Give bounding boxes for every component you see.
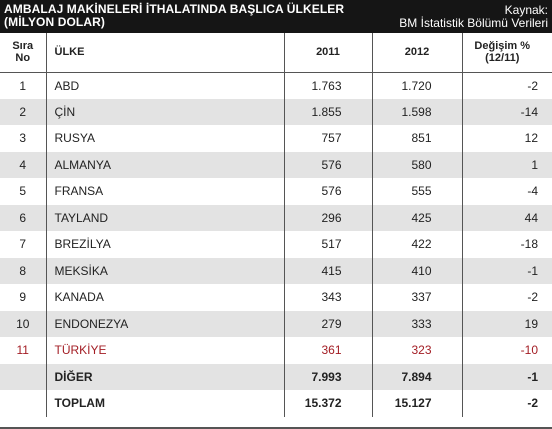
table-header-bar: AMBALAJ MAKİNELERİ İTHALATINDA BAŞLICA Ü…	[0, 0, 552, 33]
col-header-rank: Sıra No	[0, 33, 47, 73]
cell-2011: 415	[284, 257, 373, 284]
cell-rank: 6	[0, 204, 47, 231]
table-row: 2 ÇİN 1.855 1.598 -14	[0, 98, 552, 125]
cell-2011: 517	[284, 231, 373, 258]
cell-2012: 580	[372, 151, 463, 178]
table-row: 5 FRANSA 576 555 -4	[0, 178, 552, 205]
cell-2012: 7.894	[372, 363, 463, 390]
cell-change: -2	[527, 78, 538, 93]
cell-2011: 361	[284, 337, 373, 364]
cell-2012: 333	[372, 310, 463, 337]
cell-country: ALMANYA	[46, 151, 285, 178]
col-header-rank-line2: No	[15, 52, 31, 65]
cell-country: TÜRKİYE	[46, 337, 285, 364]
cell-2012: 323	[372, 337, 463, 364]
cell-rank: 10	[0, 310, 47, 337]
cell-rank	[0, 363, 47, 390]
cell-change: -2	[527, 396, 538, 411]
table-row: 3 RUSYA 757 851 12	[0, 125, 552, 152]
cell-change: -1	[462, 257, 552, 284]
col-header-rank-line1: Sıra	[12, 40, 34, 53]
col-header-change: Değişim % (12/11)	[462, 33, 552, 73]
table-row: 8 MEKSİKA 415 410 -1	[0, 257, 552, 284]
source-label: Kaynak:	[504, 3, 548, 17]
cell-country: TOPLAM	[46, 390, 285, 417]
col-header-2012: 2012	[372, 33, 463, 73]
cell-rank: 3	[0, 125, 47, 152]
cell-2011: 296	[284, 204, 373, 231]
cell-change: -1	[462, 363, 552, 390]
cell-change: 12	[524, 131, 538, 146]
table-row: 6 TAYLAND 296 425 44	[0, 204, 552, 231]
title-line-1: AMBALAJ MAKİNELERİ İTHALATINDA BAŞLICA Ü…	[4, 2, 345, 16]
cell-2012: 851	[372, 125, 463, 152]
cell-country: BREZİLYA	[46, 231, 285, 258]
cell-rank: 8	[0, 257, 47, 284]
data-table: Sıra No ÜLKE 2011 2012 Değişim % (12/11)…	[0, 33, 552, 417]
table-row: 4 ALMANYA 576 580 1	[0, 151, 552, 178]
col-header-change-line2: (12/11)	[485, 52, 520, 65]
col-header-change-line1: Değişim %	[474, 40, 531, 53]
cell-country: DİĞER	[46, 363, 285, 390]
cell-rank: 4	[0, 151, 47, 178]
cell-country: RUSYA	[46, 125, 285, 152]
cell-2011: 576	[284, 151, 373, 178]
cell-2012: 1.720	[372, 72, 463, 99]
cell-rank: 9	[0, 284, 47, 311]
cell-change: -14	[462, 98, 552, 125]
cell-2011: 576	[284, 178, 373, 205]
cell-2012: 1.598	[372, 98, 463, 125]
cell-rank: 1	[0, 72, 47, 99]
cell-rank: 7	[0, 231, 47, 258]
cell-rank: 5	[0, 178, 47, 205]
cell-rank	[0, 390, 47, 417]
cell-2011: 279	[284, 310, 373, 337]
cell-2011: 15.372	[284, 390, 373, 417]
title-line-2: (MİLYON DOLAR)	[4, 15, 105, 29]
cell-2011: 1.763	[284, 72, 373, 99]
cell-change: 1	[462, 151, 552, 178]
source-value: BM İstatistik Bölümü Verileri	[399, 16, 548, 30]
cell-country: ÇİN	[46, 98, 285, 125]
cell-2012: 555	[372, 178, 463, 205]
cell-2011: 343	[284, 284, 373, 311]
cell-change: 44	[462, 204, 552, 231]
cell-country: KANADA	[46, 284, 285, 311]
cell-2012: 410	[372, 257, 463, 284]
table-row-other: DİĞER 7.993 7.894 -1	[0, 363, 552, 390]
cell-2012: 15.127	[372, 390, 463, 417]
table-row: 7 BREZİLYA 517 422 -18	[0, 231, 552, 258]
table-row-total: TOPLAM 15.372 15.127 -2	[0, 390, 552, 417]
cell-country: FRANSA	[46, 178, 285, 205]
table-title: AMBALAJ MAKİNELERİ İTHALATINDA BAŞLICA Ü…	[4, 3, 384, 29]
cell-change: -2	[527, 290, 538, 305]
cell-2011: 1.855	[284, 98, 373, 125]
table-row-highlight: 11 TÜRKİYE 361 323 -10	[0, 337, 552, 364]
table-row: 1 ABD 1.763 1.720 -2	[0, 72, 552, 99]
cell-country: TAYLAND	[46, 204, 285, 231]
cell-change: -18	[520, 237, 538, 252]
cell-change: 19	[462, 310, 552, 337]
cell-2012: 425	[372, 204, 463, 231]
cell-change: -4	[527, 184, 538, 199]
cell-2011: 757	[284, 125, 373, 152]
table-bottom-rule	[0, 427, 552, 429]
cell-country: ABD	[46, 72, 285, 99]
cell-2012: 422	[372, 231, 463, 258]
table-row: 10 ENDONEZYA 279 333 19	[0, 310, 552, 337]
source-note: Kaynak: BM İstatistik Bölümü Verileri	[399, 4, 548, 30]
table-row: 9 KANADA 343 337 -2	[0, 284, 552, 311]
cell-2012: 337	[372, 284, 463, 311]
cell-rank: 11	[0, 337, 47, 364]
cell-rank: 2	[0, 98, 47, 125]
cell-2011: 7.993	[284, 363, 373, 390]
cell-country: MEKSİKA	[46, 257, 285, 284]
cell-country: ENDONEZYA	[46, 310, 285, 337]
col-header-2011: 2011	[284, 33, 373, 73]
column-header-row: Sıra No ÜLKE 2011 2012 Değişim % (12/11)	[0, 33, 552, 73]
col-header-country: ÜLKE	[46, 33, 285, 73]
cell-change: -10	[520, 343, 538, 358]
